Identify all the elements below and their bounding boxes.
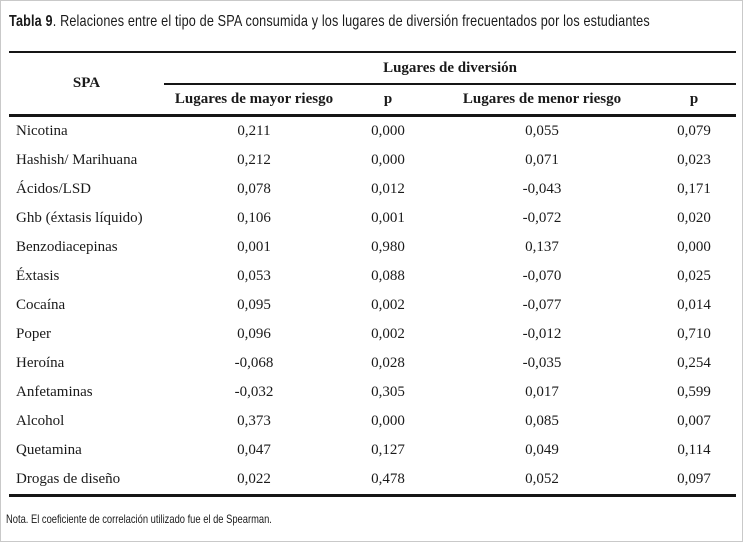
table-row: Cocaína 0,095 0,002 -0,077 0,014 bbox=[9, 291, 736, 320]
value-cell: 0,211 bbox=[237, 123, 271, 139]
sub-header-row: Lugares de mayor riesgo p Lugares de men… bbox=[9, 84, 736, 116]
value-cell: -0,072 bbox=[522, 210, 562, 226]
value-cell: 0,002 bbox=[371, 326, 405, 342]
spa-name-cell: Poper bbox=[16, 326, 51, 342]
value-cell: 0,014 bbox=[677, 297, 711, 313]
value-cell: 0,055 bbox=[525, 123, 559, 139]
value-cell: 0,212 bbox=[237, 152, 271, 168]
sub-header-mayor-riesgo: Lugares de mayor riesgo bbox=[174, 91, 334, 107]
value-cell: 0,710 bbox=[677, 326, 711, 342]
value-cell: -0,043 bbox=[522, 181, 562, 197]
value-cell: 0,002 bbox=[371, 297, 405, 313]
value-cell: -0,070 bbox=[522, 268, 562, 284]
spa-name-cell: Cocaína bbox=[16, 297, 66, 313]
table-number: Tabla 9 bbox=[9, 13, 53, 30]
value-cell: 0,980 bbox=[371, 239, 405, 255]
value-cell: 0,012 bbox=[371, 181, 405, 197]
table-body: Nicotina 0,211 0,000 0,055 0,079 Hashish… bbox=[9, 115, 737, 496]
value-cell: 0,001 bbox=[237, 239, 271, 255]
spa-name-cell: Drogas de diseño bbox=[16, 471, 121, 487]
value-cell: 0,478 bbox=[371, 471, 405, 487]
value-cell: 0,171 bbox=[677, 181, 711, 197]
value-cell: 0,254 bbox=[677, 355, 711, 371]
correlation-table: SPA Lugares de diversión Lugares de mayo… bbox=[9, 51, 737, 497]
value-cell: 0,599 bbox=[677, 384, 711, 400]
value-cell: 0,000 bbox=[371, 152, 405, 168]
col-header-spa: SPA bbox=[72, 75, 101, 91]
value-cell: -0,032 bbox=[234, 384, 274, 400]
table-row: Heroína -0,068 0,028 -0,035 0,254 bbox=[9, 349, 736, 378]
value-cell: 0,085 bbox=[525, 413, 559, 429]
sub-header-menor-riesgo: Lugares de menor riesgo bbox=[462, 91, 622, 107]
group-header-lugares-de-diversion: Lugares de diversión bbox=[164, 52, 737, 85]
table-row: Quetamina 0,047 0,127 0,049 0,114 bbox=[9, 436, 736, 465]
table-row: Éxtasis 0,053 0,088 -0,070 0,025 bbox=[9, 262, 736, 291]
value-cell: 0,127 bbox=[371, 442, 405, 458]
value-cell: 0,079 bbox=[677, 123, 711, 139]
value-cell: 0,052 bbox=[525, 471, 559, 487]
value-cell: 0,053 bbox=[237, 268, 271, 284]
table-header: SPA Lugares de diversión Lugares de mayo… bbox=[9, 52, 737, 116]
value-cell: 0,095 bbox=[237, 297, 271, 313]
spa-name-cell: Ácidos/LSD bbox=[16, 181, 91, 197]
value-cell: 0,020 bbox=[677, 210, 711, 226]
table-row: Drogas de diseño 0,022 0,478 0,052 0,097 bbox=[9, 465, 736, 496]
spa-name-cell: Quetamina bbox=[16, 442, 82, 458]
table-caption: Tabla 9. Relaciones entre el tipo de SPA… bbox=[9, 13, 742, 40]
value-cell: 0,096 bbox=[237, 326, 271, 342]
value-cell: 0,071 bbox=[525, 152, 559, 168]
value-cell: 0,106 bbox=[237, 210, 271, 226]
table-note: Nota. El coeficiente de correlación util… bbox=[6, 510, 742, 528]
table-caption-text: . Relaciones entre el tipo de SPA consum… bbox=[52, 13, 650, 30]
table-row: Anfetaminas -0,032 0,305 0,017 0,599 bbox=[9, 378, 736, 407]
spa-name-cell: Nicotina bbox=[16, 123, 68, 139]
value-cell: 0,047 bbox=[237, 442, 271, 458]
table-row: Ghb (éxtasis líquido) 0,106 0,001 -0,072… bbox=[9, 204, 736, 233]
table-row: Nicotina 0,211 0,000 0,055 0,079 bbox=[9, 116, 736, 147]
table-row: Ácidos/LSD 0,078 0,012 -0,043 0,171 bbox=[9, 175, 736, 204]
value-cell: 0,114 bbox=[677, 442, 711, 458]
table-row: Benzodiacepinas 0,001 0,980 0,137 0,000 bbox=[9, 233, 736, 262]
sub-header-p-mayor: p bbox=[383, 91, 393, 107]
spa-name-cell: Benzodiacepinas bbox=[16, 239, 118, 255]
table-note-text: Nota. El coeficiente de correlación util… bbox=[6, 512, 272, 526]
value-cell: 0,023 bbox=[677, 152, 711, 168]
value-cell: 0,007 bbox=[677, 413, 711, 429]
spa-name-cell: Anfetaminas bbox=[16, 384, 93, 400]
value-cell: 0,049 bbox=[525, 442, 559, 458]
table-row: Poper 0,096 0,002 -0,012 0,710 bbox=[9, 320, 736, 349]
value-cell: -0,077 bbox=[522, 297, 562, 313]
value-cell: 0,022 bbox=[237, 471, 271, 487]
value-cell: 0,137 bbox=[525, 239, 559, 255]
value-cell: 0,000 bbox=[371, 123, 405, 139]
table-row: Hashish/ Marihuana 0,212 0,000 0,071 0,0… bbox=[9, 146, 736, 175]
value-cell: 0,000 bbox=[677, 239, 711, 255]
value-cell: 0,097 bbox=[677, 471, 711, 487]
value-cell: 0,028 bbox=[371, 355, 405, 371]
table-row: Alcohol 0,373 0,000 0,085 0,007 bbox=[9, 407, 736, 436]
value-cell: 0,025 bbox=[677, 268, 711, 284]
value-cell: 0,088 bbox=[371, 268, 405, 284]
value-cell: -0,068 bbox=[234, 355, 274, 371]
value-cell: -0,012 bbox=[522, 326, 562, 342]
group-header-row: SPA Lugares de diversión bbox=[9, 52, 737, 91]
value-cell: 0,000 bbox=[371, 413, 405, 429]
sub-header-p-menor: p bbox=[689, 91, 699, 107]
value-cell: 0,017 bbox=[525, 384, 559, 400]
spa-name-cell: Heroína bbox=[16, 355, 65, 371]
spa-name-cell: Alcohol bbox=[16, 413, 65, 429]
spa-name-cell: Hashish/ Marihuana bbox=[16, 152, 138, 168]
spa-name-cell: Ghb (éxtasis líquido) bbox=[16, 210, 143, 226]
value-cell: 0,305 bbox=[371, 384, 405, 400]
value-cell: 0,373 bbox=[237, 413, 271, 429]
value-cell: 0,001 bbox=[371, 210, 405, 226]
value-cell: 0,078 bbox=[237, 181, 271, 197]
spa-name-cell: Éxtasis bbox=[16, 268, 60, 284]
value-cell: -0,035 bbox=[522, 355, 562, 371]
